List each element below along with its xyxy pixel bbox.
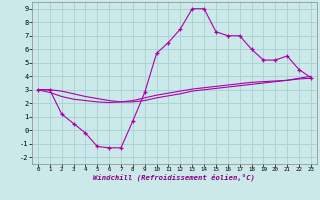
X-axis label: Windchill (Refroidissement éolien,°C): Windchill (Refroidissement éolien,°C) [93,174,255,181]
